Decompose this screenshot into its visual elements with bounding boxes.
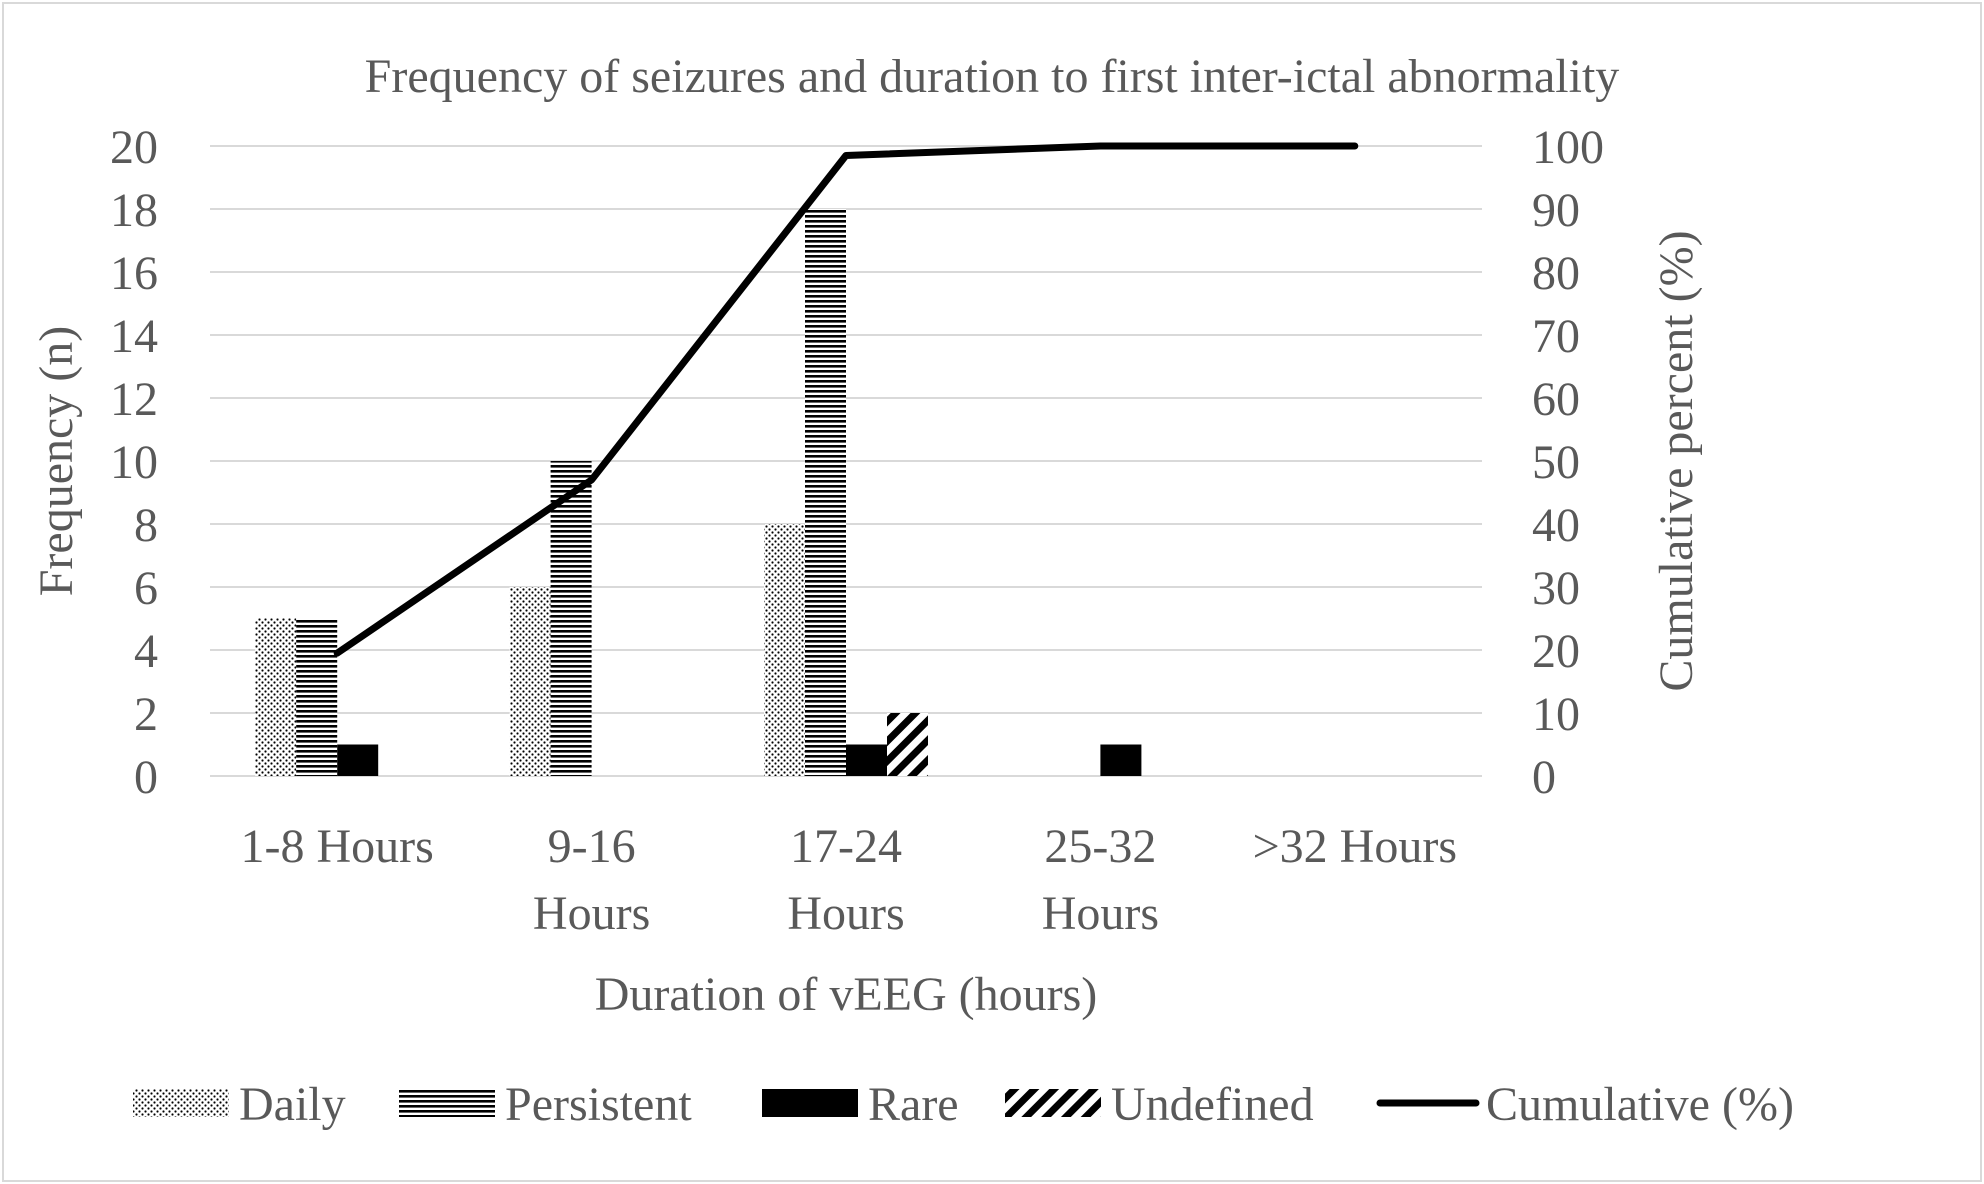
legend-swatch-persistent [399,1089,495,1117]
bar-persistent [296,618,338,776]
bar-daily [764,524,805,776]
legend-label-rare: Rare [868,1078,959,1131]
bar-daily [255,618,297,776]
y-tick-label: 6 [134,562,158,615]
y2-tick-label: 50 [1532,436,1580,489]
y2-axis-ticks: 0 10 20 30 40 50 60 70 80 90 100 [1532,121,1604,804]
x-tick-label: Hours [787,887,904,940]
y2-tick-label: 60 [1532,373,1580,426]
y-tick-label: 2 [134,688,158,741]
y2-tick-label: 80 [1532,247,1580,300]
bar-rare [846,744,887,776]
legend-swatch-undefined [1005,1089,1101,1117]
legend-swatch-rare [762,1089,858,1117]
bar-persistent [805,209,846,776]
bar-daily [509,587,551,776]
y2-axis-label: Cumulative percent (%) [1650,230,1703,691]
y2-tick-label: 40 [1532,499,1580,552]
bar-undefined [887,713,928,776]
y2-tick-label: 30 [1532,562,1580,615]
bar-persistent [550,461,592,776]
y-axis-label: Frequency (n) [30,326,83,597]
y-tick-label: 4 [134,625,158,678]
x-tick-label: 25-32 [1044,820,1156,873]
y2-tick-label: 10 [1532,688,1580,741]
legend-label-undefined: Undefined [1111,1078,1314,1131]
legend: Daily Persistent Rare Undefined Cumulative (… [133,1078,1794,1131]
x-tick-label: Hours [1042,887,1159,940]
y2-tick-label: 0 [1532,751,1556,804]
bars [255,209,1142,776]
x-tick-label: >32 Hours [1253,820,1457,873]
y2-tick-label: 70 [1532,310,1580,363]
legend-label-persistent: Persistent [505,1078,692,1131]
chart-title: Frequency of seizures and duration to fi… [365,50,1620,103]
y-tick-label: 0 [134,751,158,804]
y2-tick-label: 100 [1532,121,1604,174]
legend-label-cumulative: Cumulative (%) [1486,1078,1794,1131]
cumulative-line-layer [333,142,1359,657]
y-axis-ticks: 0 2 4 6 8 10 12 14 16 18 20 [110,121,158,804]
y-tick-label: 14 [110,310,158,363]
y-tick-label: 16 [110,247,158,300]
y-tick-label: 18 [110,184,158,237]
x-tick-label: 1-8 Hours [241,820,434,873]
bar-rare [337,744,379,776]
x-tick-label: 17-24 [790,820,902,873]
y2-tick-label: 90 [1532,184,1580,237]
x-tick-label: Hours [533,887,650,940]
x-axis-ticks: 1-8 Hours 9-16 Hours 17-24 Hours 25-32 Hours >3… [241,820,1457,940]
y2-tick-label: 20 [1532,625,1580,678]
y-tick-label: 20 [110,121,158,174]
x-tick-label: 9-16 [548,820,636,873]
x-axis-label: Duration of vEEG (hours) [595,968,1098,1021]
legend-swatch-daily [133,1089,229,1117]
bar-rare [1100,744,1142,776]
y-tick-label: 8 [134,499,158,552]
y-tick-label: 10 [110,436,158,489]
y-tick-label: 12 [110,373,158,426]
legend-label-daily: Daily [239,1078,346,1131]
